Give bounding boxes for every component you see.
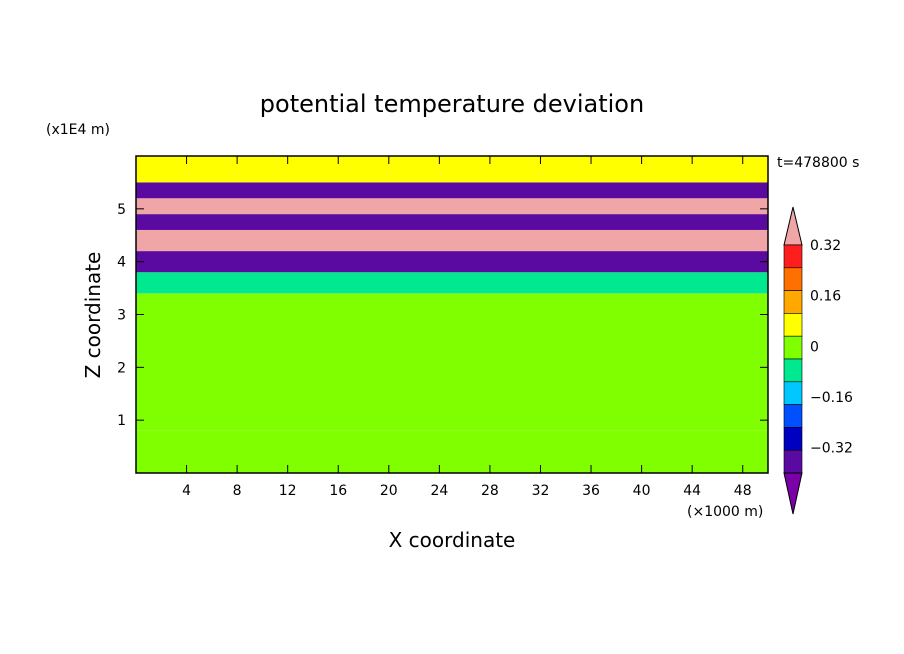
y-tick-label: 3: [117, 308, 126, 324]
heatmap-band-8: [136, 156, 768, 183]
x-tick-label: 20: [380, 483, 398, 499]
y-unit-label: (x1E4 m): [46, 122, 110, 138]
colorbar-extend-top: [783, 206, 803, 246]
x-axis-ticks: 4 8 12 16 20 24 28 32 36 40 44 48: [182, 156, 752, 499]
x-tick-label: 40: [633, 483, 651, 499]
plot-area: [136, 156, 768, 473]
heatmap-band-6: [136, 198, 768, 215]
heatmap-band-7: [136, 182, 768, 199]
colorbar-label: −0.32: [810, 441, 853, 457]
time-label: t=478800 s: [777, 155, 859, 171]
colorbar: [783, 206, 803, 515]
colorbar-segment: [783, 358, 803, 383]
y-tick-label: 5: [117, 202, 126, 218]
colorbar-segment: [783, 427, 803, 451]
heatmap-band-2: [136, 272, 768, 294]
x-axis-label: X coordinate: [389, 528, 516, 552]
y-axis-label: Z coordinate: [81, 252, 105, 379]
x-tick-label: 28: [481, 483, 499, 499]
colorbar-segment: [783, 381, 803, 405]
x-tick-label: 48: [734, 483, 752, 499]
colorbar-extend-bottom: [783, 472, 803, 515]
x-tick-label: 36: [582, 483, 600, 499]
y-axis-ticks: 1 2 3 4 5: [117, 202, 768, 429]
x-tick-label: 32: [532, 483, 550, 499]
x-tick-label: 16: [329, 483, 347, 499]
colorbar-label: 0: [810, 339, 819, 355]
colorbar-segment: [783, 244, 803, 269]
colorbar-segment: [783, 335, 803, 360]
x-unit-label: (×1000 m): [687, 504, 763, 520]
y-tick-label: 1: [117, 413, 126, 429]
colorbar-segment: [783, 449, 803, 474]
x-tick-label: 4: [182, 483, 191, 499]
heatmap-band-1: [136, 293, 768, 431]
colorbar-segment: [783, 313, 803, 337]
colorbar-segment: [783, 290, 803, 314]
colorbar-label: 0.16: [810, 289, 841, 305]
x-tick-label: 12: [279, 483, 297, 499]
colorbar-label: −0.16: [810, 390, 853, 406]
chart-title: potential temperature deviation: [260, 90, 644, 118]
colorbar-label: 0.32: [810, 238, 841, 254]
x-tick-label: 24: [430, 483, 448, 499]
colorbar-segment: [783, 267, 803, 291]
x-tick-label: 44: [683, 483, 701, 499]
heatmap-band-5: [136, 214, 768, 230]
y-tick-label: 4: [117, 255, 126, 271]
y-tick-label: 2: [117, 360, 126, 376]
colorbar-segment: [783, 404, 803, 428]
heatmap-band-4: [136, 229, 768, 252]
colorbar-labels: 0.32 0.16 0 −0.16 −0.32: [810, 238, 853, 457]
heatmap-band-0: [136, 430, 768, 473]
x-tick-label: 8: [233, 483, 242, 499]
heatmap-band-3: [136, 251, 768, 273]
